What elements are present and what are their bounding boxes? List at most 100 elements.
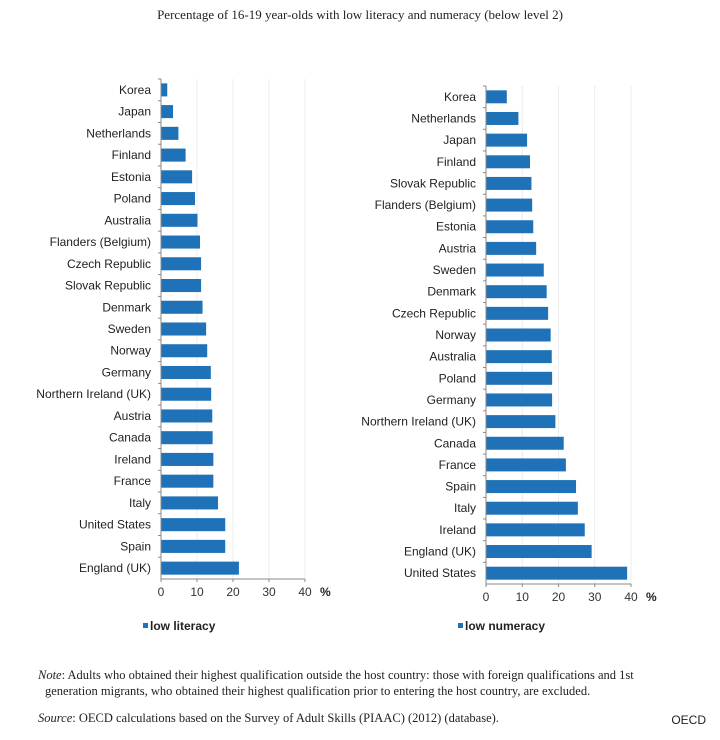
category-label: Korea — [119, 83, 151, 97]
credit: OECD — [671, 713, 706, 727]
category-label: Ireland — [114, 452, 151, 466]
category-label: Japan — [443, 133, 476, 147]
bar — [486, 241, 537, 255]
category-label: Northern Ireland (UK) — [36, 387, 151, 401]
category-label: Poland — [439, 371, 476, 385]
bar — [161, 235, 201, 249]
bar — [161, 192, 195, 206]
bar — [161, 300, 203, 314]
category-label: Austria — [114, 409, 152, 423]
bar — [161, 561, 239, 575]
bar — [161, 496, 219, 510]
category-label: Poland — [114, 192, 151, 206]
bar — [161, 83, 168, 97]
category-label: Czech Republic — [392, 306, 476, 320]
note-label: Note — [38, 668, 62, 682]
note: Note: Adults who obtained their highest … — [38, 667, 718, 699]
category-label: Austria — [439, 241, 477, 255]
bar — [161, 431, 213, 445]
category-label: Germany — [102, 365, 151, 379]
bar — [486, 263, 544, 277]
legend-swatch — [458, 623, 463, 628]
category-label: Denmark — [102, 300, 152, 314]
category-label: Slovak Republic — [390, 176, 476, 190]
note-text-2: generation migrants, who obtained their … — [45, 684, 591, 698]
bar — [486, 566, 628, 580]
bar — [486, 480, 577, 494]
category-label: Ireland — [439, 523, 476, 537]
bar — [486, 111, 519, 125]
x-tick-label: 10 — [516, 590, 530, 604]
x-tick-label: 0 — [158, 585, 165, 599]
bar — [161, 387, 212, 401]
category-label: Finland — [112, 148, 151, 162]
legend-label: low literacy — [150, 619, 216, 633]
note-text: : Adults who obtained their highest qual… — [61, 668, 634, 682]
category-label: Netherlands — [411, 111, 476, 125]
x-unit-label: % — [646, 590, 657, 604]
category-label: Denmark — [427, 285, 477, 299]
bar — [486, 176, 532, 190]
bar — [486, 198, 533, 212]
source-label: Source — [38, 711, 73, 725]
bar — [486, 155, 530, 169]
bar — [486, 328, 551, 342]
bar — [486, 350, 552, 364]
category-label: Flanders (Belgium) — [375, 198, 476, 212]
category-label: United States — [404, 566, 476, 580]
category-label: Australia — [429, 350, 476, 364]
bar — [486, 393, 553, 407]
bar — [161, 344, 208, 358]
bar — [486, 415, 556, 429]
category-label: Spain — [120, 539, 151, 553]
bar — [486, 371, 553, 385]
x-tick-label: 10 — [190, 585, 204, 599]
x-tick-label: 40 — [298, 585, 312, 599]
bar — [161, 148, 186, 162]
bar — [161, 365, 211, 379]
category-label: Slovak Republic — [65, 279, 151, 293]
x-tick-label: 30 — [262, 585, 276, 599]
category-label: Italy — [129, 496, 151, 510]
bar — [486, 285, 547, 299]
bar — [161, 126, 179, 140]
category-label: France — [114, 474, 152, 488]
bar — [161, 170, 193, 184]
category-label: Sweden — [433, 263, 476, 277]
bar — [161, 279, 202, 293]
bar — [486, 436, 564, 450]
category-label: Netherlands — [86, 126, 151, 140]
category-label: Northern Ireland (UK) — [361, 415, 476, 429]
bar — [486, 523, 585, 537]
category-label: Italy — [454, 501, 476, 515]
category-label: Japan — [118, 105, 151, 119]
x-tick-label: 0 — [483, 590, 490, 604]
bar — [486, 306, 549, 320]
bar — [161, 409, 213, 423]
bar — [486, 545, 592, 559]
source: Source: OECD calculations based on the S… — [38, 711, 499, 726]
category-label: Canada — [434, 436, 476, 450]
x-tick-label: 30 — [588, 590, 602, 604]
category-label: Spain — [445, 480, 476, 494]
category-label: Germany — [427, 393, 476, 407]
category-label: Sweden — [108, 322, 151, 336]
category-label: Flanders (Belgium) — [50, 235, 151, 249]
chart-title: Percentage of 16-19 year-olds with low l… — [157, 7, 563, 22]
bar — [161, 257, 202, 271]
x-tick-label: 40 — [624, 590, 638, 604]
bar — [486, 133, 528, 147]
source-text: : OECD calculations based on the Survey … — [72, 711, 499, 725]
category-label: England (UK) — [404, 545, 476, 559]
bar — [161, 322, 207, 336]
legend-label: low numeracy — [465, 619, 545, 633]
x-unit-label: % — [320, 585, 331, 599]
category-label: Korea — [444, 90, 476, 104]
category-label: Norway — [435, 328, 476, 342]
bar — [161, 452, 214, 466]
category-label: Czech Republic — [67, 257, 151, 271]
bar — [161, 539, 226, 553]
category-label: Finland — [437, 155, 476, 169]
bar — [486, 458, 566, 472]
